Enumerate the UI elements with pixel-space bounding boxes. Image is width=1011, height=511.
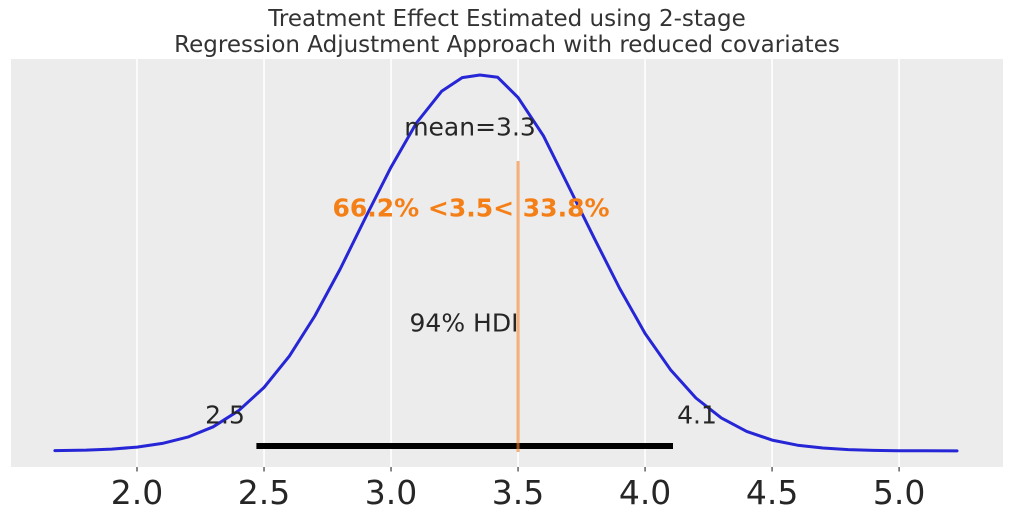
hdi-upper-label: 4.1 (677, 400, 717, 430)
chart-title-line1: Treatment Effect Estimated using 2-stage (268, 6, 746, 32)
x-tick-label: 4.0 (618, 473, 672, 511)
hdi-label: 94% HDI (409, 308, 519, 338)
chart-title-line2: Regression Adjustment Approach with redu… (174, 31, 840, 58)
ref-val-label: 66.2% <3.5< 33.8% (332, 193, 610, 223)
x-tick-label: 2.0 (110, 473, 164, 511)
plot-area (11, 59, 1003, 472)
x-tick-label: 4.5 (745, 473, 799, 511)
x-tick-label: 2.5 (237, 473, 291, 511)
chart-title: Treatment Effect Estimated using 2-stage… (174, 6, 840, 58)
x-tick-label: 3.5 (491, 473, 545, 511)
mean-label: mean=3.3 (404, 112, 536, 142)
kde-curve (53, 73, 959, 453)
plot-canvas (53, 59, 959, 472)
x-tick-label: 3.0 (364, 473, 418, 511)
hdi-lower-label: 2.5 (205, 400, 245, 430)
x-tick-label: 5.0 (872, 473, 926, 511)
